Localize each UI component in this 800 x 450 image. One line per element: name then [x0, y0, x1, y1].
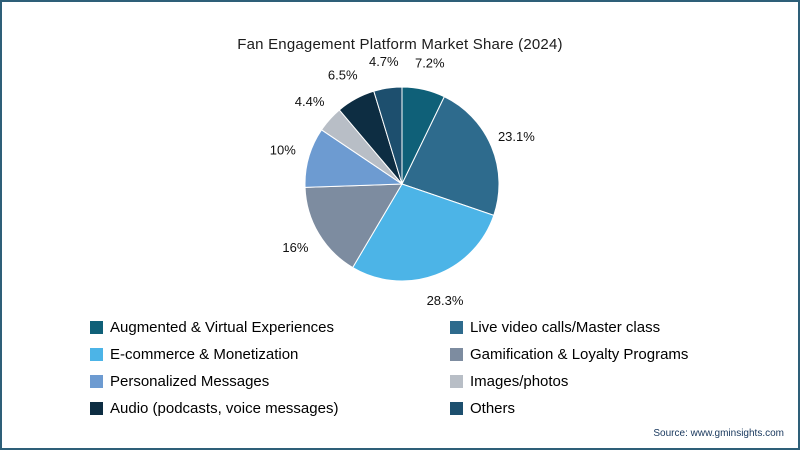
slice-percentage-label: 23.1%	[498, 129, 535, 144]
slice-percentage-label: 16%	[282, 240, 308, 255]
slice-percentage-label: 7.2%	[415, 56, 445, 71]
legend-swatch	[450, 375, 463, 388]
legend-item: Images/photos	[450, 372, 770, 391]
legend-label: Audio (podcasts, voice messages)	[110, 400, 339, 417]
legend: Augmented & Virtual Experiences Live vide…	[90, 318, 770, 418]
slice-percentage-label: 10%	[270, 142, 296, 157]
legend-item: Audio (podcasts, voice messages)	[90, 399, 450, 418]
legend-item: Augmented & Virtual Experiences	[90, 318, 450, 337]
pie-slice	[304, 183, 403, 269]
slice-percentage-label: 4.4%	[295, 94, 325, 109]
legend-item: Others	[450, 399, 770, 418]
legend-label: Images/photos	[470, 373, 569, 390]
legend-swatch	[90, 402, 103, 415]
legend-item: Gamification & Loyalty Programs	[450, 345, 770, 364]
legend-swatch	[90, 321, 103, 334]
legend-label: Live video calls/Master class	[470, 319, 661, 336]
legend-swatch	[90, 375, 103, 388]
legend-item: E-commerce & Monetization	[90, 345, 450, 364]
legend-swatch	[450, 348, 463, 361]
legend-swatch	[450, 321, 463, 334]
source-text: Source: www.gminsights.com	[653, 428, 784, 439]
legend-swatch	[450, 402, 463, 415]
slice-percentage-label: 28.3%	[427, 293, 464, 308]
legend-label: E-commerce & Monetization	[110, 346, 299, 363]
slice-percentage-label: 4.7%	[369, 54, 399, 69]
legend-item: Personalized Messages	[90, 372, 450, 391]
legend-label: Personalized Messages	[110, 373, 270, 390]
legend-label: Gamification & Loyalty Programs	[470, 346, 689, 363]
chart-title: Fan Engagement Platform Market Share (20…	[237, 36, 563, 53]
legend-label: Others	[470, 400, 516, 417]
pie-slice	[401, 96, 500, 216]
pie-slice	[373, 86, 403, 185]
legend-item: Live video calls/Master class	[450, 318, 770, 337]
legend-label: Augmented & Virtual Experiences	[110, 319, 335, 336]
slice-percentage-label: 6.5%	[328, 68, 358, 83]
legend-swatch	[90, 348, 103, 361]
